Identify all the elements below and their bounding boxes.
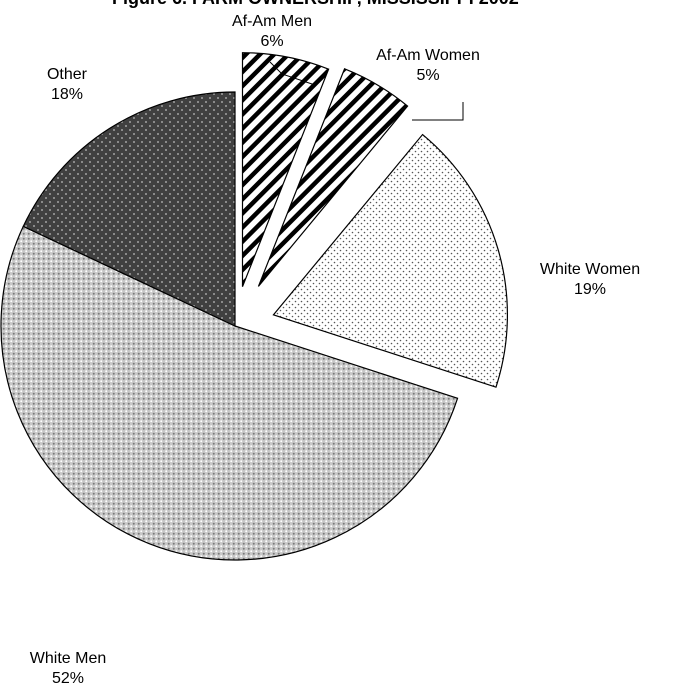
slice-value-white-men: 52%	[52, 670, 84, 687]
slice-value-white-women: 19%	[574, 281, 606, 298]
slice-value-af-am-men: 6%	[260, 33, 283, 50]
slice-value-other: 18%	[51, 86, 83, 103]
slice-label-group-white-women: White Women 19%	[540, 261, 640, 298]
slice-label-group-other: Other 18%	[47, 66, 88, 103]
leader-lines	[269, 61, 464, 121]
slice-value-af-am-women: 5%	[416, 67, 439, 84]
slice-label-af-am-women: Af-Am Women	[376, 47, 480, 64]
slice-label-af-am-men: Af-Am Men	[232, 13, 312, 30]
slice-label-white-women: White Women	[540, 261, 640, 278]
slice-label-group-af-am-men: Af-Am Men 6%	[232, 13, 312, 50]
pie-slice-white-women	[272, 133, 508, 388]
leader-line-af-am-women	[412, 102, 464, 121]
slice-label-white-men: White Men	[30, 650, 106, 667]
pie-slice-af-am-men	[241, 52, 330, 287]
chart-title: Figure 6. FARM OWNERSHIP, MISSISSIPPI 20…	[112, 0, 519, 8]
pie-slice-af-am-women	[257, 68, 409, 287]
slice-label-group-af-am-women: Af-Am Women 5%	[376, 47, 480, 84]
slice-label-group-white-men: White Men 52%	[30, 650, 106, 687]
leader-line-af-am-men	[269, 61, 316, 86]
pie-slice-other	[22, 91, 236, 327]
pie-slice-white-men	[0, 225, 459, 561]
pie-slices	[0, 52, 508, 561]
slice-label-other: Other	[47, 66, 88, 83]
